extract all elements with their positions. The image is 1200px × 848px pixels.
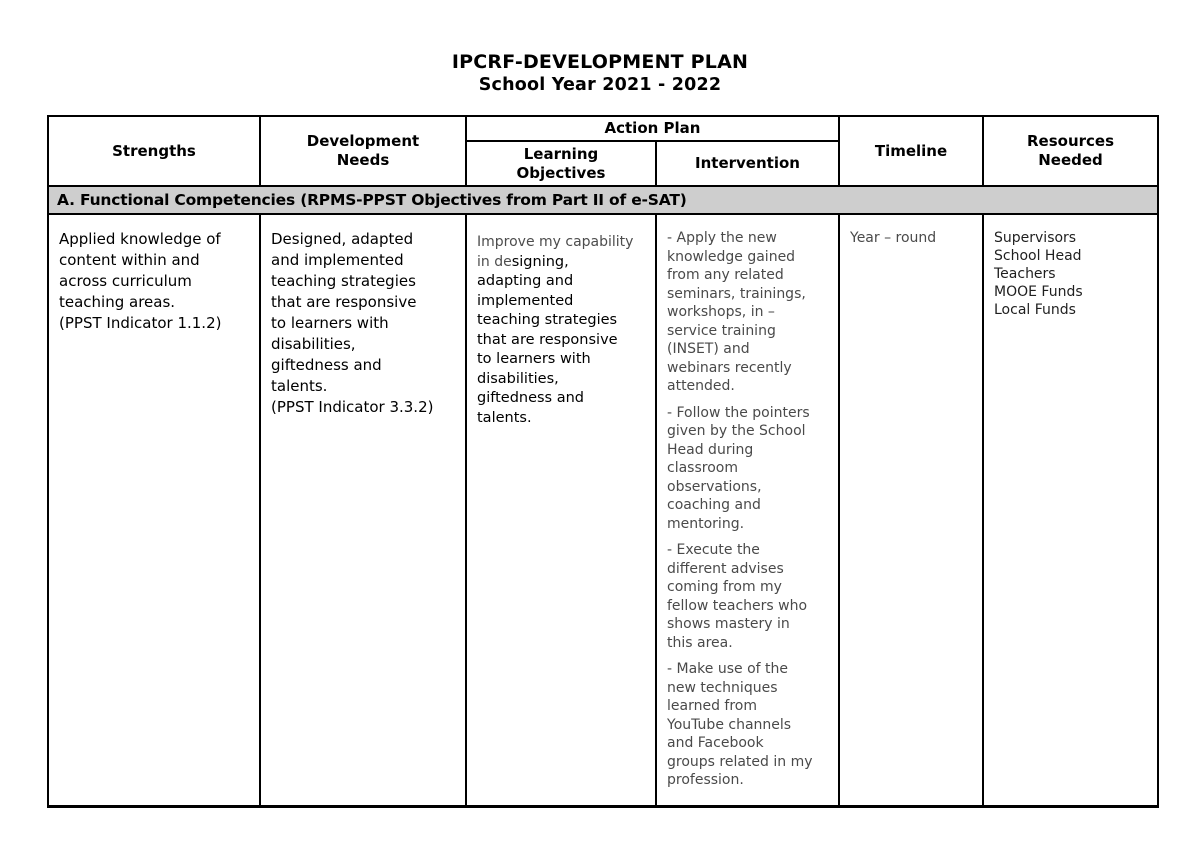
cell-learning-objectives: Improve my capability in designing, adap… [465,213,657,807]
section-header-functional-competencies: A. Functional Competencies (RPMS-PPST Ob… [47,185,1159,215]
strengths-text: Applied knowledge of content within and … [59,230,222,332]
title-main: IPCRF-DEVELOPMENT PLAN [451,51,749,73]
header-row-2: Learning Objectives Intervention [48,140,1158,187]
cell-timeline: Year – round [838,213,984,807]
cell-strengths: Applied knowledge of content within and … [47,213,261,807]
column-header-intervention: Intervention [655,140,840,187]
intervention-paragraph: - Execute the different advises coming f… [667,542,808,651]
section-header-row: A. Functional Competencies (RPMS-PPST Ob… [47,185,1159,215]
development-plan-table: Strengths Development Needs Action Plan … [47,115,1159,808]
header-row-1: Strengths Development Needs Action Plan … [47,115,1159,187]
resources-text: Supervisors School Head Teachers MOOE Fu… [994,230,1083,318]
column-header-timeline: Timeline [838,115,984,187]
cell-development-needs: Designed, adapted and implemented teachi… [259,213,467,807]
learning-objectives-text-black: signing, adapting and implemented teachi… [477,253,618,426]
title-school-year: School Year 2021 - 2022 [478,75,722,95]
column-header-learning-objectives: Learning Objectives [465,140,657,187]
timeline-text: Year – round [850,230,937,246]
learning-objectives-text-gray: Improve my capability in de [477,234,634,270]
column-header-resources-needed: Resources Needed [982,115,1159,187]
intervention-paragraph: - Follow the pointers given by the Schoo… [667,404,810,532]
column-header-development-needs: Development Needs [259,115,467,187]
document-title: IPCRF-DEVELOPMENT PLAN School Year 2021 … [0,50,1200,96]
column-header-action-plan: Action Plan [465,115,840,142]
column-header-strengths: Strengths [47,115,261,187]
development-needs-text: Designed, adapted and implemented teachi… [271,230,434,416]
cell-resources-needed: Supervisors School Head Teachers MOOE Fu… [982,213,1159,807]
intervention-paragraph: - Apply the new knowledge gained from an… [667,230,806,394]
cell-intervention: - Apply the new knowledge gained from an… [655,213,840,807]
intervention-paragraph: - Make use of the new techniques learned… [667,661,813,788]
table-row: Applied knowledge of content within and … [47,213,1159,807]
